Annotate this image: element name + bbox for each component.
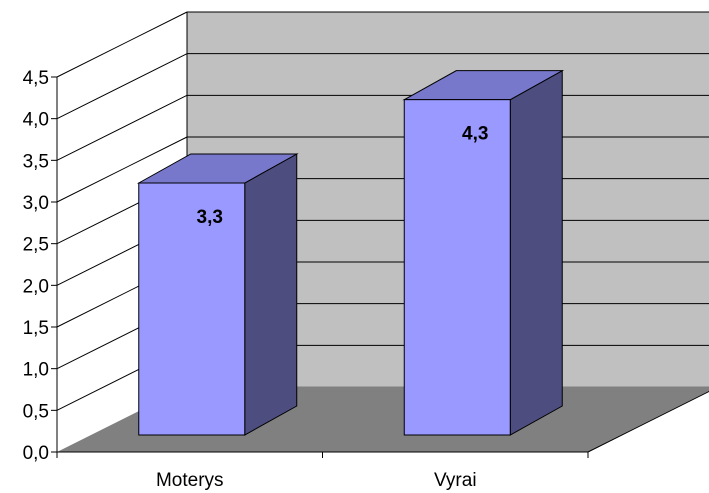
bars bbox=[136, 69, 565, 436]
data-label: 3,3 bbox=[197, 207, 223, 228]
y-tick-label: 3,5 bbox=[23, 151, 49, 172]
bar-front bbox=[403, 99, 511, 436]
y-tick-label: 2,0 bbox=[23, 276, 49, 297]
labels: 0,0 0,5 1,0 1,5 2,0 2,5 3,0 3,5 4,0 4,5 3,3 Moterys… bbox=[23, 68, 489, 491]
bar-moterys bbox=[136, 153, 299, 436]
x-category-label: Moterys bbox=[156, 470, 224, 491]
side-gridline bbox=[56, 136, 188, 203]
y-tick-label: 0,5 bbox=[23, 401, 49, 422]
side-gridline bbox=[56, 53, 188, 120]
y-tick-label: 1,5 bbox=[23, 318, 49, 339]
bar-side bbox=[244, 153, 298, 436]
floor-edge bbox=[587, 390, 709, 453]
y-tick-label: 4,5 bbox=[23, 68, 49, 89]
y-tick-label: 2,5 bbox=[23, 235, 49, 256]
bar-side bbox=[509, 69, 563, 436]
side-gridline bbox=[56, 94, 188, 161]
side-gridline bbox=[56, 11, 188, 78]
bar-front bbox=[138, 182, 246, 436]
y-tick-label: 0,0 bbox=[23, 443, 49, 464]
y-tick-label: 1,0 bbox=[23, 360, 49, 381]
y-tick-label: 4,0 bbox=[23, 110, 49, 131]
data-label: 4,3 bbox=[462, 124, 488, 145]
y-tick-label: 3,0 bbox=[23, 193, 49, 214]
bar-vyrai bbox=[402, 69, 565, 436]
x-category-label: Vyrai bbox=[434, 470, 477, 491]
